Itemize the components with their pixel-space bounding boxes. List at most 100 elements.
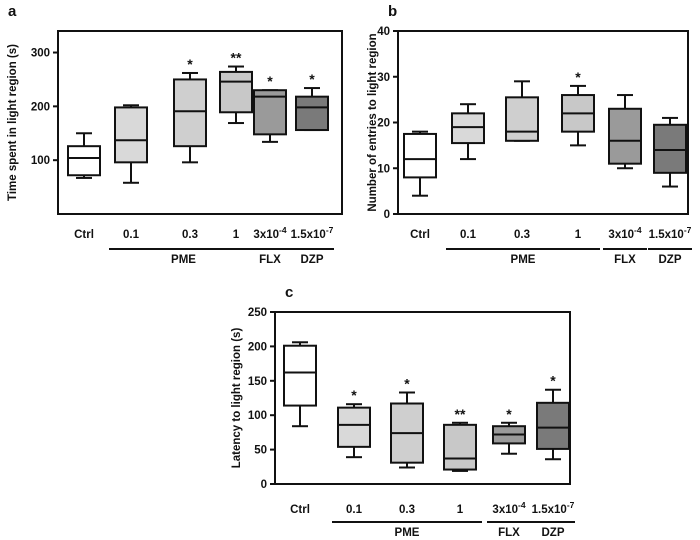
category-exponent: -4	[518, 500, 526, 510]
plot-frame	[57, 30, 343, 215]
x-category-label: 1	[575, 229, 582, 241]
x-category-label: 0.3	[514, 229, 530, 241]
y-tick-label: 200	[248, 341, 267, 353]
box-5	[295, 87, 329, 132]
category-base: 3x10	[608, 229, 634, 241]
category-base: 0.3	[514, 229, 530, 241]
category-exponent: -4	[634, 225, 642, 235]
y-tick-label: 50	[254, 445, 267, 457]
x-category-label: 0.3	[182, 229, 198, 241]
x-category-label: 0.3	[399, 504, 415, 516]
y-axis-title: Number of entries to light region	[367, 33, 379, 211]
group-label: FLX	[259, 254, 281, 266]
significance-marker: *	[550, 373, 556, 389]
y-axis-title: Latency to light region (s)	[231, 328, 243, 469]
y-tick-label: 20	[377, 118, 390, 130]
significance-marker: **	[231, 50, 242, 66]
box-iqr	[67, 145, 101, 177]
x-category-label: 3x10-4	[253, 225, 286, 241]
significance-marker: *	[506, 406, 512, 422]
y-axis-title: Time spent in light region (s)	[7, 44, 19, 201]
y-tick-label: 150	[248, 376, 267, 388]
box-iqr	[173, 78, 207, 148]
x-category-label: Ctrl	[290, 504, 310, 516]
box-iqr	[283, 344, 317, 407]
x-category-label: 3x10-4	[492, 500, 525, 516]
category-base: 0.3	[399, 504, 415, 516]
significance-marker: *	[575, 69, 581, 85]
y-tick-label: 0	[384, 209, 390, 221]
y-tick-label: 250	[248, 307, 267, 319]
significance-marker: *	[187, 56, 193, 72]
category-base: 0.1	[346, 504, 363, 516]
x-category-label: 1	[457, 504, 464, 516]
plot-frame	[274, 311, 571, 485]
category-base: 0.1	[123, 229, 140, 241]
box-3	[443, 421, 477, 472]
category-base: 0.3	[182, 229, 198, 241]
y-tick-label: 200	[31, 101, 50, 113]
y-tick-label: 40	[377, 26, 390, 38]
panel-a: a 100 200 300 Time spent in light region (s)…	[7, 3, 343, 266]
box-0	[283, 341, 317, 428]
category-base: 1	[233, 229, 240, 241]
group-label: FLX	[498, 527, 520, 539]
group-label: DZP	[659, 254, 682, 266]
box-4	[608, 94, 642, 170]
category-exponent: -7	[684, 225, 692, 235]
box-iqr	[536, 401, 570, 450]
x-category-label: 1.5x10-7	[532, 500, 575, 516]
x-category-label: Ctrl	[410, 229, 430, 241]
significance-marker: *	[267, 73, 273, 89]
box-iqr	[505, 96, 539, 142]
box-2	[505, 80, 539, 142]
box-4	[253, 89, 287, 143]
x-category-label: 1.5x10-7	[649, 225, 692, 241]
panel-c: c 0 50 100 150 200 250 Latency to light region …	[231, 284, 575, 539]
group-label: PME	[171, 254, 196, 266]
significance-marker: **	[455, 406, 466, 422]
box-iqr	[443, 423, 477, 471]
box-1	[114, 104, 148, 184]
group-label: PME	[395, 527, 420, 539]
box-1	[337, 403, 371, 459]
y-tick-label: 100	[31, 155, 50, 167]
category-base: Ctrl	[290, 504, 310, 516]
group-label: DZP	[542, 527, 565, 539]
panel-letter: c	[285, 284, 293, 301]
group-label: FLX	[614, 254, 636, 266]
box-3	[219, 65, 253, 125]
box-iqr	[653, 123, 687, 174]
panel-letter: a	[8, 3, 17, 20]
box-iqr	[608, 107, 642, 165]
category-base: 1.5x10	[532, 504, 567, 516]
box-iqr	[295, 95, 329, 132]
group-label: PME	[511, 254, 536, 266]
x-category-label: 0.1	[346, 504, 363, 516]
category-base: Ctrl	[410, 229, 430, 241]
category-exponent: -7	[567, 500, 575, 510]
category-base: 0.1	[460, 229, 477, 241]
box-0	[67, 132, 101, 179]
box-iqr	[114, 106, 148, 164]
x-category-label: 0.1	[460, 229, 477, 241]
significance-marker: *	[404, 375, 410, 391]
category-exponent: -7	[326, 225, 334, 235]
y-tick-label: 300	[31, 48, 50, 60]
category-base: 1	[575, 229, 582, 241]
category-base: 3x10	[253, 229, 279, 241]
box-5	[536, 388, 570, 461]
significance-marker: *	[351, 387, 357, 403]
y-tick-label: 30	[377, 72, 390, 84]
x-category-label: Ctrl	[74, 229, 94, 241]
category-base: 1	[457, 504, 464, 516]
box-iqr	[403, 132, 437, 179]
box-3	[561, 84, 595, 147]
y-tick-label: 0	[261, 479, 267, 491]
category-base: 1.5x10	[291, 229, 326, 241]
y-tick-label: 100	[248, 410, 267, 422]
group-label: DZP	[301, 254, 324, 266]
x-category-label: 3x10-4	[608, 225, 641, 241]
